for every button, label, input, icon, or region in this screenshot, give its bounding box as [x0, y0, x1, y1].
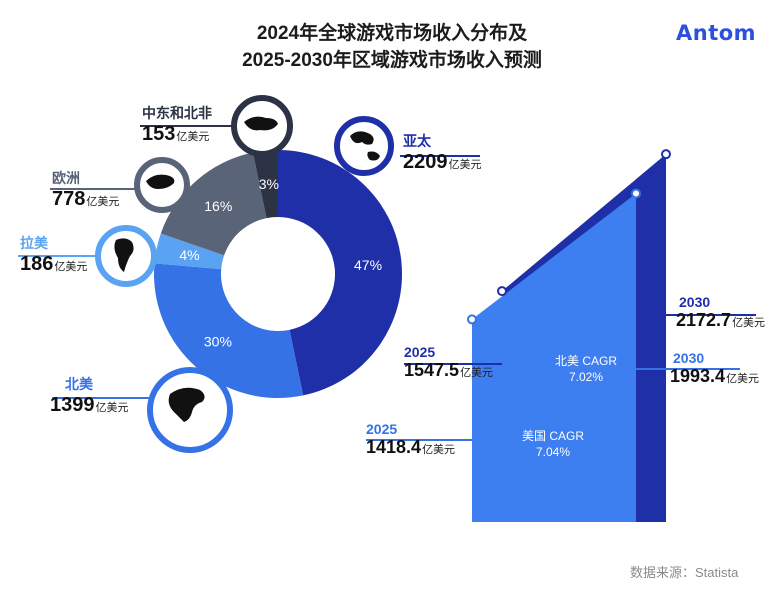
us-area	[472, 193, 636, 522]
region-value: 1399	[50, 394, 95, 416]
region-label-north-america: 北美 1399亿美元	[50, 374, 129, 417]
forecast-unit: 亿美元	[422, 444, 456, 456]
region-name: 亚太	[403, 133, 431, 149]
region-label-latin-america: 拉美 186亿美元	[20, 233, 87, 276]
forecast-value: 1418.4	[366, 437, 422, 457]
title-line-1: 2024年全球游戏市场收入分布及	[256, 23, 528, 44]
slice-percent-label: 47%	[354, 257, 382, 273]
middle-east-north-africa-map-icon	[244, 116, 278, 131]
region-name: 北美	[65, 376, 93, 392]
south-america-map-icon	[114, 238, 134, 272]
forecast-unit: 亿美元	[726, 373, 760, 385]
forecast-unit: 亿美元	[732, 317, 766, 329]
antom-logo: Antom	[676, 21, 757, 45]
region-name: 拉美	[20, 235, 48, 251]
forecast-unit: 亿美元	[460, 367, 494, 379]
year-label: 2030	[673, 350, 705, 366]
region-unit: 亿美元	[95, 402, 129, 414]
forecast-value: 1993.4	[670, 366, 726, 386]
leader-lines	[18, 125, 480, 399]
forecast-point	[631, 188, 641, 199]
slice-percent-label: 3%	[259, 176, 279, 192]
title-line-2: 2025-2030年区域游戏市场收入预测	[242, 50, 542, 71]
cagr-value: 7.02%	[568, 370, 604, 384]
donut-slice	[154, 263, 304, 399]
region-unit: 亿美元	[54, 261, 88, 273]
forecast-point	[497, 286, 507, 297]
forecast-area-chart	[366, 149, 756, 522]
data-source: 数据来源：Statista	[630, 565, 739, 580]
map-icon-bubbles	[95, 95, 394, 453]
forecast-value: 1547.5	[404, 360, 460, 380]
us-cagr-label: 美国 CAGR 7.04%	[503, 428, 603, 460]
donut-slice	[154, 233, 225, 270]
donut-slice	[252, 150, 278, 219]
region-value: 778	[52, 188, 86, 210]
cagr-title: 美国 CAGR	[521, 429, 584, 443]
region-unit: 亿美元	[176, 131, 210, 143]
north-america-map-icon	[168, 387, 205, 422]
year-label: 2025	[404, 344, 436, 360]
region-name: 中东和北非	[142, 105, 212, 121]
slice-percent-label: 16%	[204, 198, 232, 214]
donut-slice	[278, 150, 402, 396]
region-unit: 亿美元	[86, 196, 120, 208]
forecast-value: 2172.7	[676, 310, 732, 330]
map-bubble	[334, 116, 394, 176]
slice-percent-label: 4%	[179, 247, 199, 263]
asia-oceania-map-icon	[350, 131, 380, 161]
donut-chart: 47% 30% 4% 16% 3%	[154, 150, 402, 399]
forecast-point	[467, 314, 477, 325]
us-2030-label: 2030 1993.4亿美元	[670, 350, 759, 387]
na-cagr-label: 北美 CAGR 7.02%	[536, 353, 636, 385]
cagr-title: 北美 CAGR	[554, 354, 617, 368]
year-label: 2025	[366, 421, 398, 437]
slice-percent-label: 30%	[204, 334, 232, 350]
forecast-point	[661, 149, 671, 160]
donut-slice	[160, 152, 267, 256]
region-unit: 亿美元	[448, 159, 482, 171]
chart-title: 2024年全球游戏市场收入分布及 2025-2030年区域游戏市场收入预测	[0, 20, 784, 74]
region-label-apac: 亚太 2209亿美元	[403, 131, 482, 174]
region-name: 欧洲	[52, 170, 80, 186]
na-2030-label: 2030 2172.7亿美元	[676, 294, 765, 331]
us-2025-label: 2025 1418.4亿美元	[366, 421, 455, 458]
region-value: 186	[20, 253, 54, 275]
na-2025-label: 2025 1547.5亿美元	[404, 344, 493, 381]
cagr-value: 7.04%	[535, 445, 571, 459]
year-label: 2030	[679, 294, 711, 310]
region-value: 153	[142, 123, 176, 145]
region-value: 2209	[403, 151, 448, 173]
region-label-europe: 欧洲 778亿美元	[52, 168, 119, 211]
region-label-mena: 中东和北非 153亿美元	[142, 103, 212, 146]
europe-map-icon	[146, 174, 175, 189]
